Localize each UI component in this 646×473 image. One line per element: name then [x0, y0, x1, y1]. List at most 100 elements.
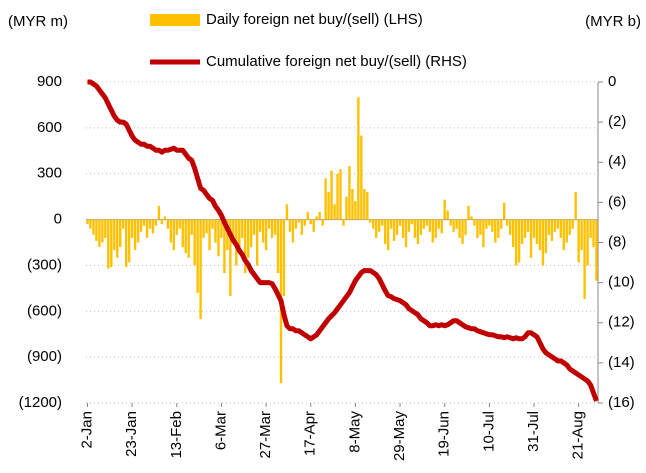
bar: [306, 211, 309, 220]
bar: [410, 219, 414, 225]
bar: [258, 219, 262, 232]
bar: [151, 219, 155, 234]
bar: [291, 219, 295, 243]
bar: [336, 173, 339, 220]
bar: [541, 219, 545, 266]
y2-tick-label: (16): [608, 394, 635, 411]
bar: [267, 219, 271, 229]
bar: [345, 196, 348, 220]
bar: [395, 219, 399, 235]
bar: [514, 219, 518, 266]
bar: [238, 219, 241, 251]
bar: [538, 219, 542, 251]
bar: [276, 219, 280, 274]
bar: [535, 219, 539, 245]
bar: [98, 219, 101, 248]
bar: [503, 202, 506, 220]
bar: [452, 219, 455, 232]
bar: [508, 219, 512, 235]
x-tick-label: 23-Jan: [123, 411, 140, 457]
y-tick-label: 600: [37, 119, 62, 136]
x-tick-label: 31-Jul: [525, 411, 542, 452]
bar: [482, 219, 485, 248]
bar: [449, 219, 452, 226]
bar: [211, 219, 214, 229]
bar: [595, 219, 598, 281]
bar: [127, 219, 131, 263]
bar: [422, 219, 426, 229]
bar: [190, 219, 193, 235]
legend-label: Daily foreign net buy/(sell) (LHS): [206, 11, 423, 28]
bar: [583, 219, 586, 300]
y2-tick-label: (12): [608, 314, 635, 331]
bar: [383, 219, 387, 245]
bar: [217, 219, 220, 257]
bar: [247, 219, 250, 258]
bar: [261, 219, 265, 243]
bar: [369, 219, 372, 223]
bar: [425, 219, 429, 226]
bar: [232, 219, 235, 243]
y-tick-label: (300): [27, 256, 62, 273]
bar: [544, 219, 548, 254]
y2-tick-label: (8): [608, 233, 626, 250]
bar: [184, 219, 187, 254]
bar: [255, 219, 259, 266]
bar: [250, 219, 253, 248]
bar: [470, 216, 473, 220]
y2-tick-label: (10): [608, 274, 635, 291]
bar: [264, 219, 268, 251]
bar: [92, 219, 95, 235]
bar: [443, 199, 446, 220]
bar: [494, 219, 497, 243]
bar: [520, 219, 524, 245]
y2-tick-label: (2): [608, 113, 626, 130]
x-tick-label: 29-May: [391, 411, 408, 462]
bar: [500, 219, 503, 229]
x-tick-label: 10-Jul: [480, 411, 497, 452]
bar: [160, 219, 164, 225]
bar: [375, 219, 378, 238]
bar: [342, 219, 345, 226]
bar: [401, 219, 405, 238]
bar: [592, 219, 595, 248]
bar: [360, 135, 363, 220]
bar: [241, 219, 244, 238]
bar: [133, 219, 137, 251]
bar: [154, 219, 158, 226]
bar: [386, 219, 390, 251]
bar: [288, 219, 292, 232]
bar: [473, 219, 476, 226]
bar: [122, 219, 125, 229]
bar: [357, 97, 360, 220]
bar: [497, 219, 500, 238]
bar: [437, 219, 440, 229]
bar: [107, 219, 110, 269]
bar: [511, 219, 515, 248]
bar: [571, 219, 574, 229]
bar: [339, 169, 342, 220]
bar: [366, 192, 369, 220]
y-axis-unit: (MYR m): [8, 13, 68, 30]
bar: [172, 219, 176, 251]
x-tick-label: 17-Apr: [302, 411, 319, 456]
bar: [431, 219, 434, 243]
bar: [488, 219, 491, 226]
y-tick-label: (1200): [19, 394, 62, 411]
bar: [577, 219, 580, 263]
x-tick-label: 19-Jun: [436, 411, 453, 457]
y2-tick-label: (14): [608, 354, 635, 371]
bar: [333, 204, 336, 220]
bar: [363, 189, 366, 220]
bar: [467, 205, 470, 220]
bar: [270, 219, 274, 238]
bar: [229, 219, 232, 296]
bar: [205, 219, 208, 234]
bar: [404, 219, 408, 248]
bar: [199, 219, 202, 319]
bar: [485, 219, 488, 229]
bar: [181, 219, 184, 248]
bar: [446, 210, 449, 220]
y2-tick-label: 0: [608, 73, 616, 90]
bar: [214, 219, 217, 243]
